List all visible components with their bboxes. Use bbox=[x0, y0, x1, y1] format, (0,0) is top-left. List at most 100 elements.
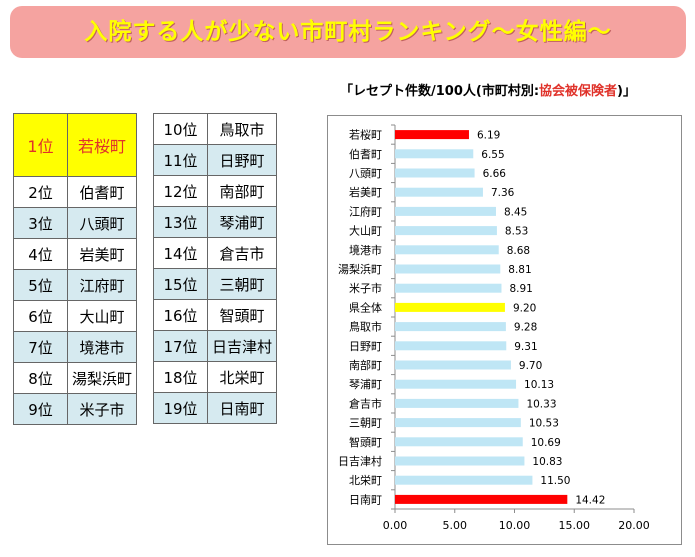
ranking-row: 3位 八頭町 bbox=[13, 207, 137, 239]
bar bbox=[395, 130, 469, 140]
data-label: 6.55 bbox=[481, 149, 504, 161]
town-name: 岩美町 bbox=[67, 238, 137, 270]
town-name: 大山町 bbox=[67, 300, 137, 332]
data-label: 6.19 bbox=[477, 130, 500, 142]
town-name: 伯耆町 bbox=[67, 176, 137, 208]
data-label: 10.33 bbox=[526, 398, 556, 410]
bar bbox=[395, 341, 507, 351]
data-label: 9.28 bbox=[514, 322, 537, 334]
ranking-row: 19位 日南町 bbox=[153, 392, 277, 424]
rank-label: 9位 bbox=[13, 393, 68, 425]
rank-label: 16位 bbox=[153, 299, 208, 331]
bar bbox=[395, 149, 474, 159]
category-label: 琴浦町 bbox=[349, 378, 382, 391]
ranking-row: 7位 境港市 bbox=[13, 331, 137, 363]
x-tick-label: 5.00 bbox=[443, 519, 468, 532]
data-label: 10.69 bbox=[531, 437, 561, 449]
chart-title: 「レセプト件数/100人(市町村別:協会被保険者)」 bbox=[340, 80, 636, 99]
category-label: 米子市 bbox=[349, 281, 382, 295]
rank-label: 5位 bbox=[13, 269, 68, 301]
category-label: 境港市 bbox=[349, 243, 382, 257]
town-name: 江府町 bbox=[67, 269, 137, 301]
rank-label: 3位 bbox=[13, 207, 68, 239]
data-label: 7.36 bbox=[491, 187, 515, 199]
town-name: 若桜町 bbox=[67, 113, 137, 177]
data-label: 11.50 bbox=[540, 475, 570, 487]
bar bbox=[395, 437, 523, 447]
ranking-row: 4位 岩美町 bbox=[13, 238, 137, 270]
category-label: 三朝町 bbox=[349, 417, 382, 430]
town-name: 三朝町 bbox=[207, 268, 277, 300]
bar bbox=[395, 302, 505, 312]
ranking-row: 10位 鳥取市 bbox=[153, 113, 277, 145]
ranking-row: 5位 江府町 bbox=[13, 269, 137, 301]
data-label: 10.53 bbox=[529, 418, 559, 430]
town-name: 北栄町 bbox=[207, 361, 277, 393]
rank-label: 7位 bbox=[13, 331, 68, 363]
rank-label: 10位 bbox=[153, 113, 208, 145]
bar bbox=[395, 475, 533, 485]
category-label: 伯耆町 bbox=[349, 147, 382, 161]
chart-title-suffix: )」 bbox=[617, 84, 636, 99]
town-name: 八頭町 bbox=[67, 207, 137, 239]
bar bbox=[395, 398, 519, 408]
town-name: 琴浦町 bbox=[207, 206, 277, 238]
town-name: 日南町 bbox=[207, 392, 277, 424]
ranking-row: 1位 若桜町 bbox=[13, 113, 137, 177]
category-label: 江府町 bbox=[349, 204, 382, 218]
rank-label: 14位 bbox=[153, 237, 208, 269]
data-label: 8.81 bbox=[508, 264, 531, 276]
data-label: 8.91 bbox=[509, 283, 532, 295]
page-title-banner: 入院する人が少ない市町村ランキング～女性編～ bbox=[10, 6, 686, 58]
ranking-row: 13位 琴浦町 bbox=[153, 206, 277, 238]
category-label: 日南町 bbox=[349, 493, 382, 506]
category-label: 智頭町 bbox=[349, 435, 382, 449]
rank-label: 15位 bbox=[153, 268, 208, 300]
bar bbox=[395, 245, 499, 255]
rank-label: 13位 bbox=[153, 206, 208, 238]
category-label: 日吉津村 bbox=[338, 454, 382, 468]
ranking-row: 6位 大山町 bbox=[13, 300, 137, 332]
rank-label: 19位 bbox=[153, 392, 208, 424]
category-label: 若桜町 bbox=[349, 128, 382, 142]
bar bbox=[395, 322, 506, 332]
bar bbox=[395, 456, 525, 466]
data-label: 8.68 bbox=[507, 245, 530, 257]
town-name: 日吉津村 bbox=[207, 330, 277, 362]
rank-label: 2位 bbox=[13, 176, 68, 208]
page-title: 入院する人が少ない市町村ランキング～女性編～ bbox=[84, 19, 612, 45]
category-label: 大山町 bbox=[349, 224, 382, 238]
data-label: 14.42 bbox=[575, 494, 605, 506]
data-label: 9.20 bbox=[513, 302, 536, 314]
x-tick-label: 20.00 bbox=[618, 519, 650, 532]
ranking-table-left: 1位 若桜町 2位 伯耆町 3位 八頭町 4位 岩美町 5位 江府町 6位 大山町 7位 境港市 8位 湯梨浜… bbox=[13, 113, 137, 425]
bar bbox=[395, 264, 501, 274]
data-label: 10.83 bbox=[532, 456, 562, 468]
data-label: 8.45 bbox=[504, 206, 527, 218]
rank-label: 12位 bbox=[153, 175, 208, 207]
bar bbox=[395, 360, 511, 370]
ranking-row: 12位 南部町 bbox=[153, 175, 277, 207]
category-label: 湯梨浜町 bbox=[338, 262, 382, 276]
bar bbox=[395, 226, 497, 236]
data-label: 9.31 bbox=[514, 341, 537, 353]
town-name: 湯梨浜町 bbox=[67, 362, 137, 394]
data-label: 8.53 bbox=[505, 226, 528, 238]
rank-label: 8位 bbox=[13, 362, 68, 394]
rank-label: 1位 bbox=[13, 113, 68, 177]
x-tick-label: 15.00 bbox=[559, 519, 591, 532]
bar bbox=[395, 283, 502, 293]
town-name: 鳥取市 bbox=[207, 113, 277, 145]
bar bbox=[395, 206, 496, 216]
ranking-row: 8位 湯梨浜町 bbox=[13, 362, 137, 394]
town-name: 境港市 bbox=[67, 331, 137, 363]
rank-label: 6位 bbox=[13, 300, 68, 332]
data-label: 9.70 bbox=[519, 360, 542, 372]
town-name: 智頭町 bbox=[207, 299, 277, 331]
bar-chart: 若桜町 6.19 伯耆町 6.55 八頭町 6.66 岩美町 7.36 江府町 8.45 大山町 8.… bbox=[327, 115, 682, 545]
ranking-row: 11位 日野町 bbox=[153, 144, 277, 176]
x-tick-label: 10.00 bbox=[499, 519, 531, 532]
ranking-row: 15位 三朝町 bbox=[153, 268, 277, 300]
category-label: 南部町 bbox=[349, 358, 382, 372]
ranking-row: 9位 米子市 bbox=[13, 393, 137, 425]
